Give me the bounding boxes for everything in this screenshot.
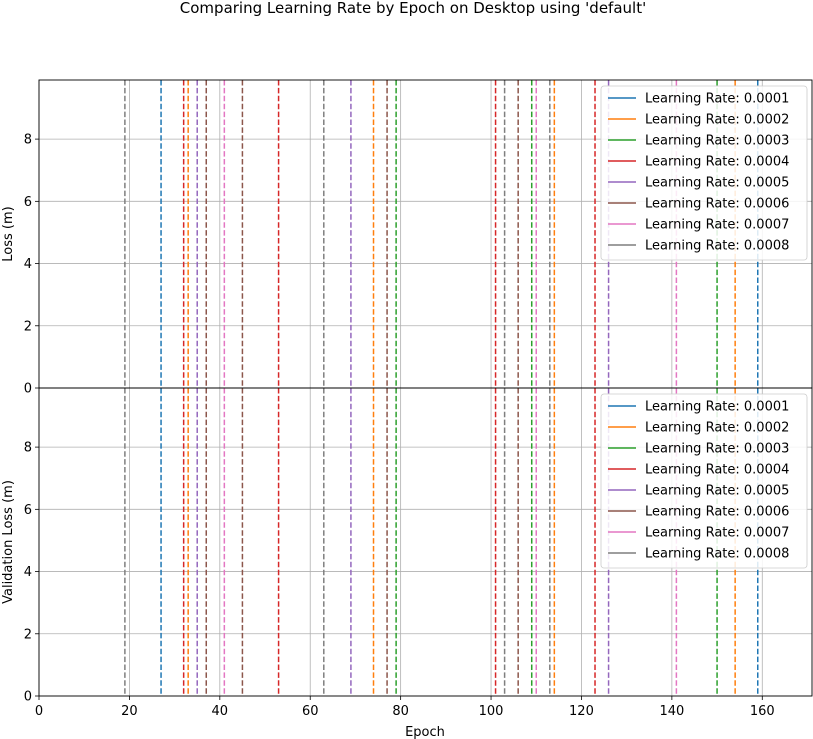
x-tick-label: 120 [569,704,594,719]
legend-entry: Learning Rate: 0.0006 [645,197,789,212]
legend-box [600,85,808,261]
y-tick-label: 6 [24,503,32,518]
legend-box [600,393,808,569]
panel-2: 0 2 4 6 8 Validation Loss (m) Learning Rate: 0… [1,387,813,705]
legend-entry: Learning Rate: 0.0005 [645,176,789,191]
legend-entry: Learning Rate: 0.0002 [645,421,789,436]
legend-entry: Learning Rate: 0.0004 [645,155,789,170]
legend-entry: Learning Rate: 0.0003 [645,134,789,149]
y-tick-label: 8 [24,441,32,456]
y-tick-label: 2 [24,627,32,642]
legend-entry: Learning Rate: 0.0003 [645,442,789,457]
legend-entry: Learning Rate: 0.0004 [645,463,789,478]
legend-entry: Learning Rate: 0.0001 [645,92,789,107]
x-tick-label: 140 [659,704,684,719]
axes-frame [38,387,813,697]
y-tick-label: 2 [24,319,32,334]
legend-entry: Learning Rate: 0.0008 [645,547,789,562]
legend-entry: Learning Rate: 0.0002 [645,113,789,128]
y-tick-label: 4 [24,565,32,580]
y-tick-label: 0 [24,690,32,705]
y-tick-label: 4 [24,257,32,272]
y-tick-label: 0 [24,382,32,397]
x-tick-label: 20 [121,704,138,719]
legend-entry: Learning Rate: 0.0005 [645,484,789,499]
legend-entry: Learning Rate: 0.0006 [645,505,789,520]
x-tick-label: 40 [212,704,229,719]
legend: Learning Rate: 0.0001 Learning Rate: 0.00… [600,85,808,261]
legend-entry: Learning Rate: 0.0007 [645,218,789,233]
legend: Learning Rate: 0.0001 Learning Rate: 0.00… [600,393,808,569]
y-tick-label: 8 [24,133,32,148]
y-axis-label: Validation Loss (m) [1,480,16,604]
chart-title: Comparing Learning Rate by Epoch on Desk… [180,0,646,17]
legend-entry: Learning Rate: 0.0007 [645,526,789,541]
x-axis: 0 20 40 60 80 100 120 140 160 [35,696,775,719]
legend-entry: Learning Rate: 0.0001 [645,400,789,415]
legend-entry: Learning Rate: 0.0008 [645,239,789,254]
y-axis-label: Loss (m) [1,206,16,261]
y-tick-label: 6 [24,195,32,210]
x-axis-label: Epoch [405,725,445,739]
x-tick-label: 80 [392,704,409,719]
x-tick-label: 100 [479,704,504,719]
x-tick-label: 0 [35,704,43,719]
x-tick-label: 60 [302,704,319,719]
x-tick-label: 160 [750,704,775,719]
